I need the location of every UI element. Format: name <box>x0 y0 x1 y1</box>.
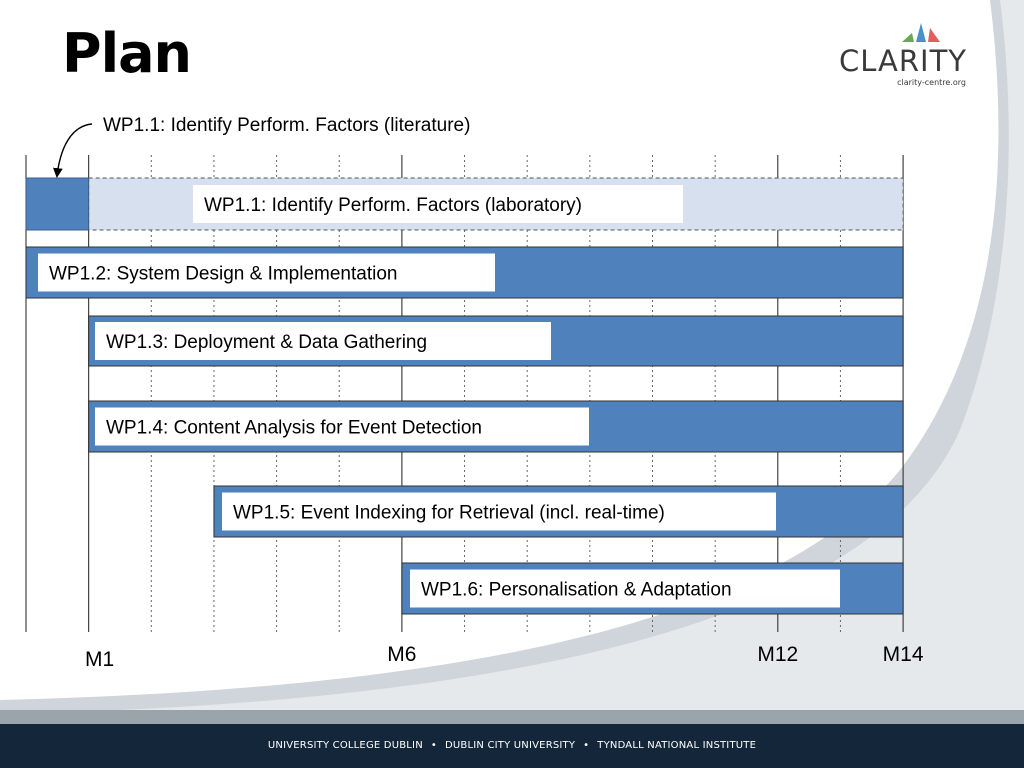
logo-prism-icon <box>902 23 940 42</box>
page-title: Plan <box>62 22 192 85</box>
task-label: WP1.3: Deployment & Data Gathering <box>106 332 427 353</box>
footer-separator: • <box>430 740 437 751</box>
task-label-box <box>193 185 683 223</box>
footer-strip <box>0 710 1024 724</box>
annotation-text: WP1.1: Identify Perform. Factors (litera… <box>103 115 470 136</box>
milestone-label: M12 <box>757 643 798 666</box>
logo-url: clarity-centre.org <box>897 78 966 87</box>
task-label: WP1.5: Event Indexing for Retrieval (inc… <box>233 503 665 524</box>
gantt-chart: WP1.1: Identify Perform. Factors (labora… <box>25 115 924 671</box>
task-label: WP1.2: System Design & Implementation <box>49 264 397 285</box>
milestone-label: M14 <box>883 643 924 666</box>
task-label-box <box>95 322 551 360</box>
clarity-logo: CLARITY clarity-centre.org <box>832 16 982 96</box>
footer-institution: TYNDALL NATIONAL INSTITUTE <box>597 740 757 751</box>
task-label: WP1.6: Personalisation & Adaptation <box>421 580 732 601</box>
logo-wordmark: CLARITY <box>838 44 968 78</box>
task-label: WP1.4: Content Analysis for Event Detect… <box>106 418 482 439</box>
annotation-arrow <box>53 123 93 178</box>
task-bar <box>25 177 90 231</box>
task-label-box <box>95 407 589 446</box>
milestone-label: M1 <box>85 648 114 671</box>
task-label-box <box>410 569 840 608</box>
footer: UNIVERSITY COLLEGE DUBLIN • DUBLIN CITY UN… <box>0 724 1024 768</box>
milestone-label: M6 <box>387 643 416 666</box>
task-label-box <box>38 253 495 292</box>
task-label: WP1.1: Identify Perform. Factors (labora… <box>204 195 582 216</box>
footer-institution: UNIVERSITY COLLEGE DUBLIN <box>267 740 423 751</box>
footer-institution: DUBLIN CITY UNIVERSITY <box>445 740 576 751</box>
task-label-box <box>222 492 776 531</box>
footer-separator: • <box>583 740 590 751</box>
